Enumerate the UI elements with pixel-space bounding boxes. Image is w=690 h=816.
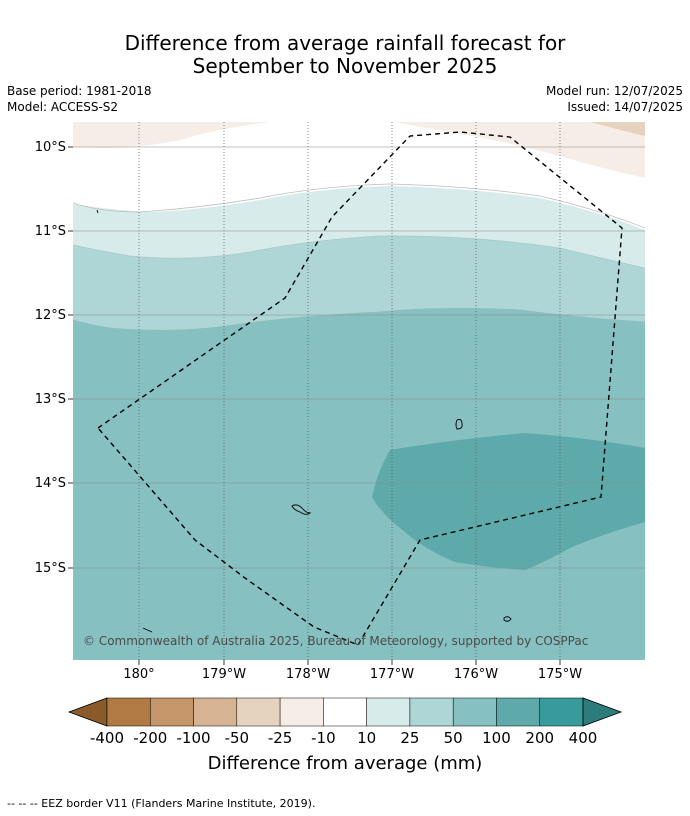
y-tick-label: 13°S — [35, 392, 66, 407]
zone-100-200 — [372, 433, 645, 570]
y-axis: 10°S 11°S 12°S 13°S 14°S 15°S — [35, 140, 73, 576]
eez-border-line — [96, 131, 623, 646]
y-tick-label: 10°S — [35, 140, 66, 155]
x-tick-label: 175°W — [538, 667, 582, 682]
island-northwest — [96, 209, 99, 214]
colorbar-swatch — [452, 697, 497, 727]
island-southwest — [142, 627, 153, 633]
zone-minus25-minus10-west — [73, 122, 270, 148]
x-tick-label: 176°W — [454, 667, 498, 682]
copyright-text: © Commonwealth of Australia 2025, Bureau… — [83, 634, 588, 648]
y-tick-label: 11°S — [35, 224, 66, 239]
colorbar-tick-label: -100 — [177, 729, 211, 747]
colorbar-swatch — [409, 697, 454, 727]
x-axis: 180° 179°W 178°W 177°W 176°W 175°W — [123, 660, 582, 682]
zone-minus25-minus10-east — [395, 122, 645, 178]
x-tick-label: 178°W — [286, 667, 330, 682]
colorbar-label: Difference from average (mm) — [207, 753, 483, 774]
colorbar-swatch — [366, 697, 411, 727]
colorbar-swatch — [236, 697, 281, 727]
island-savaii — [455, 419, 463, 430]
base-period-text: Base period: 1981-2018 — [7, 84, 152, 98]
rainfall-map — [73, 122, 645, 660]
colorbar-swatch — [279, 697, 324, 727]
island-southeast — [503, 616, 512, 622]
issued-text: Issued: 14/07/2025 — [567, 100, 683, 114]
colorbar-swatch — [106, 697, 151, 727]
island-group-west — [291, 504, 312, 515]
colorbar-extend-right — [582, 697, 623, 727]
colorbar-tick-label: -400 — [90, 729, 124, 747]
colorbar-tick-label: 200 — [525, 729, 554, 747]
map-title-line1: Difference from average rainfall forecas… — [124, 31, 566, 55]
colorbar-tick-label: 50 — [444, 729, 463, 747]
colorbar-swatch — [323, 697, 367, 727]
colorbar-tick-label: 400 — [569, 729, 598, 747]
colorbar-extend-left — [67, 697, 108, 727]
x-tick-label: 177°W — [370, 667, 414, 682]
model-run-text: Model run: 12/07/2025 — [545, 84, 683, 98]
contour-25 — [73, 235, 645, 269]
colorbar-swatch — [496, 697, 540, 727]
gridlines — [73, 122, 645, 660]
y-tick-label: 12°S — [35, 308, 66, 323]
colorbar-tick-label: 25 — [400, 729, 419, 747]
colorbar-swatch — [150, 697, 194, 727]
colorbar-tick-label: -200 — [133, 729, 167, 747]
colorbar-tick-label: 100 — [482, 729, 511, 747]
colorbar-tick-label: -25 — [268, 729, 293, 747]
colorbar: -400 -200 -100 -50 -25 -10 10 25 50 100 200 400 — [67, 697, 623, 747]
zone-minus10-10 — [73, 122, 645, 230]
zone-minus50-minus25 — [590, 122, 645, 136]
x-tick-label: 179°W — [202, 667, 246, 682]
colorbar-tick-label: 10 — [357, 729, 376, 747]
colorbar-tick-label: -10 — [311, 729, 336, 747]
colorbar-swatch — [539, 697, 584, 727]
contour-10 — [73, 183, 645, 229]
model-text: Model: ACCESS-S2 — [7, 100, 119, 114]
map-title-line2: September to November 2025 — [192, 54, 498, 78]
eez-footnote: -- -- -- EEZ border V11 (Flanders Marine… — [7, 797, 316, 810]
colorbar-swatch — [193, 697, 238, 727]
colorbar-tick-label: -50 — [225, 729, 250, 747]
y-tick-label: 15°S — [35, 561, 66, 576]
y-tick-label: 14°S — [35, 476, 66, 491]
island-outlines — [96, 209, 512, 633]
x-tick-label: 180° — [123, 667, 154, 682]
